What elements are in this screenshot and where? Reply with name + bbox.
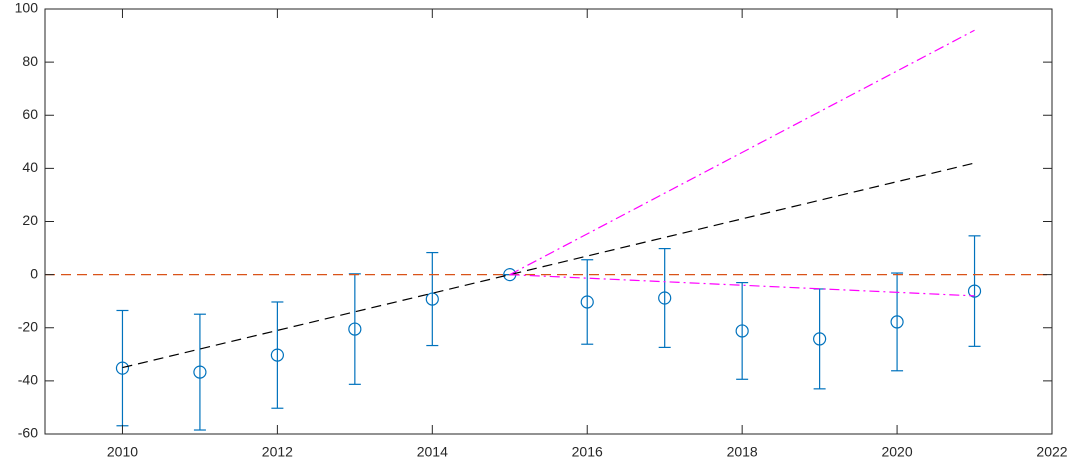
- y-tick-label: -20: [18, 318, 38, 334]
- trend-line: [122, 162, 975, 369]
- y-tick-label: -60: [18, 425, 38, 441]
- data-point: [735, 324, 749, 338]
- trend-line: [509, 274, 975, 297]
- x-tick-label: 2022: [1036, 444, 1067, 460]
- trend-line: [509, 29, 975, 276]
- data-point: [658, 291, 672, 305]
- y-tick-label: 0: [30, 265, 38, 281]
- x-tick-label: 2010: [107, 444, 138, 460]
- y-tick-label: 80: [22, 53, 38, 69]
- data-point: [813, 332, 827, 346]
- y-tick-label: -40: [18, 372, 38, 388]
- data-point: [348, 322, 362, 336]
- data-point: [193, 365, 207, 379]
- y-tick-label: 60: [22, 106, 38, 122]
- data-point: [270, 348, 284, 362]
- x-tick-label: 2014: [417, 444, 448, 460]
- data-point: [890, 315, 904, 329]
- y-tick-label: 20: [22, 212, 38, 228]
- x-tick-label: 2018: [727, 444, 758, 460]
- y-tick-label: 40: [22, 159, 38, 175]
- x-tick-label: 2012: [262, 444, 293, 460]
- y-tick-label: 100: [15, 0, 39, 16]
- data-point: [580, 295, 594, 309]
- data-point: [115, 361, 130, 375]
- data-point: [967, 284, 982, 298]
- data-point: [425, 292, 439, 306]
- x-tick-label: 2016: [572, 444, 603, 460]
- x-tick-label: 2020: [881, 444, 912, 460]
